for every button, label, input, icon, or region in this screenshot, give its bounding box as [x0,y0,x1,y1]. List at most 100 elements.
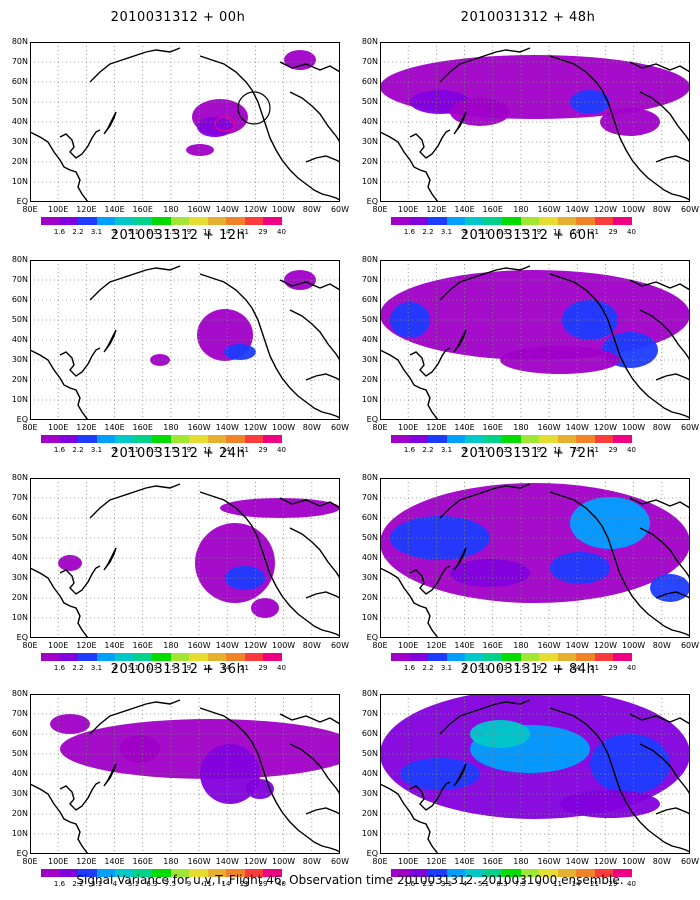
lat-tick-label: 10N [361,829,378,838]
colorbar-label: 1.6 [53,228,66,236]
coastline [629,279,690,291]
coastline [380,783,439,854]
color-swatch [263,653,282,661]
lat-tick-label: 60N [11,729,28,738]
color-swatch [576,869,595,877]
map-frame [30,478,340,638]
lat-tick-label: 80N [11,255,28,264]
lat-tick-label: 30N [11,789,28,798]
colorbar-label: 9 [186,880,192,888]
colorbar-label: 1.6 [403,228,416,236]
color-swatch [502,653,521,661]
colorbar-label: 2.2 [72,446,84,454]
color-swatch [189,869,208,877]
color-swatch [189,217,208,225]
color-swatch [152,435,171,443]
map-area: 80N 70N 60N 50N 40N 30N 20N 10N EQ 80E 100E 120E 140… [12,690,349,867]
color-swatch [613,653,632,661]
color-swatch [78,217,97,225]
lon-tick-label: 120W [593,423,618,432]
variance-map [30,694,340,854]
color-swatch [520,435,539,443]
coastline [380,349,439,420]
colorbar-label: 4 [112,880,118,888]
lon-tick-label: 160W [187,205,211,214]
coastline [305,591,340,599]
colorbar-label: 3.1 [90,228,103,236]
color-swatch [576,435,595,443]
map-frame [380,260,690,420]
lon-tick-label: 100E [398,857,419,866]
colorbar-label: 9 [536,228,542,236]
lat-tick-label: 30N [361,573,378,582]
colorbar-label: 6.3 [146,880,158,888]
color-bar [41,435,282,443]
lat-tick-label: 20N [11,375,28,384]
colorbar-label: 40 [277,664,286,672]
lon-tick-label: 120E [426,423,447,432]
lon-tick-label: 160W [187,423,211,432]
colorbar-label: 9 [186,446,192,454]
lat-tick-label: 70N [11,57,28,66]
variance-blob [390,302,430,338]
lon-tick-label: 160E [482,857,503,866]
colorbar-label: 40 [627,664,636,672]
colorbar-label: 1.6 [53,880,66,888]
lat-tick-label: 20N [361,593,378,602]
color-swatch [78,869,97,877]
lon-tick-label: 160W [537,423,561,432]
color-bar [41,217,282,225]
lon-tick-label: 140W [215,641,239,650]
color-swatch [557,653,576,661]
variance-blob [450,559,530,587]
lon-tick-label: 100E [398,423,419,432]
coastline [549,273,603,309]
lat-tick-label: 70N [11,275,28,284]
variance-blob [220,498,340,518]
lat-tick-label: 60N [361,729,378,738]
variance-blob [570,90,610,114]
colorbar-label: 40 [277,880,286,888]
lon-tick-label: 100W [272,641,296,650]
color-swatch [483,435,502,443]
colorbar-label: 7.5 [514,228,527,236]
coastline [601,741,665,843]
lon-tick-label: 60W [680,205,700,214]
lat-tick-label: 80N [361,37,378,46]
colorbar-label: 40 [627,880,636,888]
coastline [30,131,89,202]
coastline [289,743,340,795]
coastline [89,699,181,735]
lat-tick-label: 20N [361,809,378,818]
variance-blob [284,270,316,290]
lat-tick-label: 20N [11,593,28,602]
lon-tick-label: 100E [48,205,69,214]
lat-tick-label: 20N [361,375,378,384]
lon-tick-label: 160W [187,641,211,650]
coastline [30,783,89,854]
lon-tick-label: 60W [330,205,350,214]
color-swatch [446,217,465,225]
lon-tick-label: 60W [680,641,700,650]
color-swatch [59,217,78,225]
map-frame [380,478,690,638]
lat-tick-label: 10N [361,395,378,404]
lon-tick-label: 180 [163,205,179,214]
color-swatch [446,869,465,877]
coastline [380,567,439,638]
colorbar-label: 40 [627,228,636,236]
color-swatch [96,869,115,877]
lat-tick-label: 50N [361,749,378,758]
coastline [89,265,181,301]
lon-tick-label: 100W [622,641,646,650]
variance-blob [251,598,279,618]
lat-tick-label: 50N [361,315,378,324]
colorbar-label: 5.1 [127,880,140,888]
lon-tick-label: 140W [215,423,239,432]
colorbar-label: 4 [112,446,118,454]
lat-tick-label: 80N [361,689,378,698]
lon-tick-label: 160E [132,205,153,214]
colorbar-label: 7.5 [514,880,527,888]
color-swatch [539,217,558,225]
lat-tick-label: EQ [366,849,378,858]
